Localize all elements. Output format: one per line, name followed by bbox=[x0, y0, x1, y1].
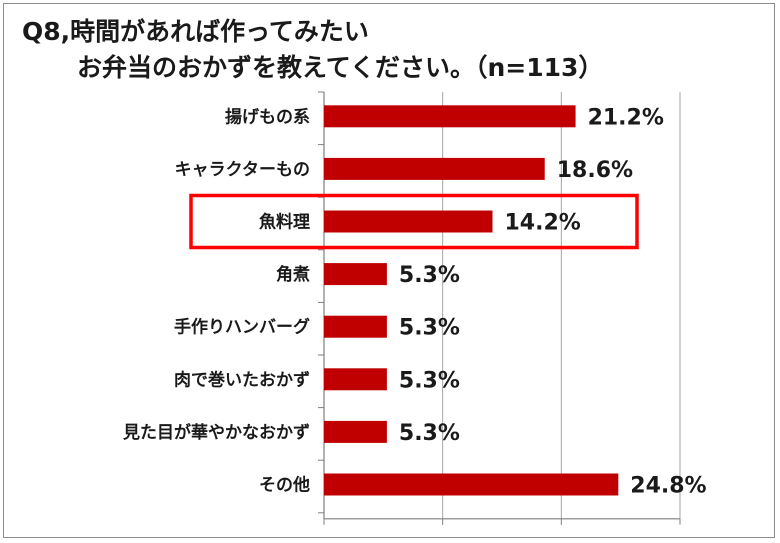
category-label: 揚げもの系 bbox=[225, 107, 310, 127]
bar bbox=[324, 263, 387, 286]
bar bbox=[324, 157, 545, 180]
category-label: 魚料理 bbox=[259, 212, 310, 233]
category-label: キャラクターもの bbox=[175, 160, 310, 180]
bar bbox=[324, 210, 493, 233]
data-label: 5.3% bbox=[399, 263, 460, 288]
bar bbox=[324, 420, 387, 443]
title-line-2: お弁当のおかずを教えてください。（n=113） bbox=[77, 53, 604, 82]
bar bbox=[324, 368, 387, 391]
data-label: 5.3% bbox=[399, 421, 460, 446]
category-label: 角煮 bbox=[276, 264, 310, 285]
data-label: 21.2% bbox=[588, 105, 664, 130]
highlight-box bbox=[189, 193, 639, 250]
category-label: 肉で巻いたおかず bbox=[174, 369, 310, 390]
category-label: 見た目が華やかなおかず bbox=[122, 422, 310, 443]
bar bbox=[324, 315, 387, 338]
data-label: 5.3% bbox=[399, 316, 460, 341]
data-label: 14.2% bbox=[505, 211, 581, 236]
data-label: 18.6% bbox=[557, 158, 633, 183]
bar bbox=[324, 473, 619, 496]
bar bbox=[324, 105, 576, 128]
chart-frame bbox=[3, 3, 775, 538]
category-label: 手作りハンバーグ bbox=[174, 317, 310, 338]
data-label: 24.8% bbox=[630, 474, 706, 499]
data-label: 5.3% bbox=[399, 368, 460, 393]
category-label: その他 bbox=[259, 475, 310, 496]
chart-title: Q8,時間があれば作ってみたい お弁当のおかずを教えてください。（n=113） bbox=[22, 14, 603, 86]
title-line-1: Q8,時間があれば作ってみたい bbox=[22, 17, 369, 46]
